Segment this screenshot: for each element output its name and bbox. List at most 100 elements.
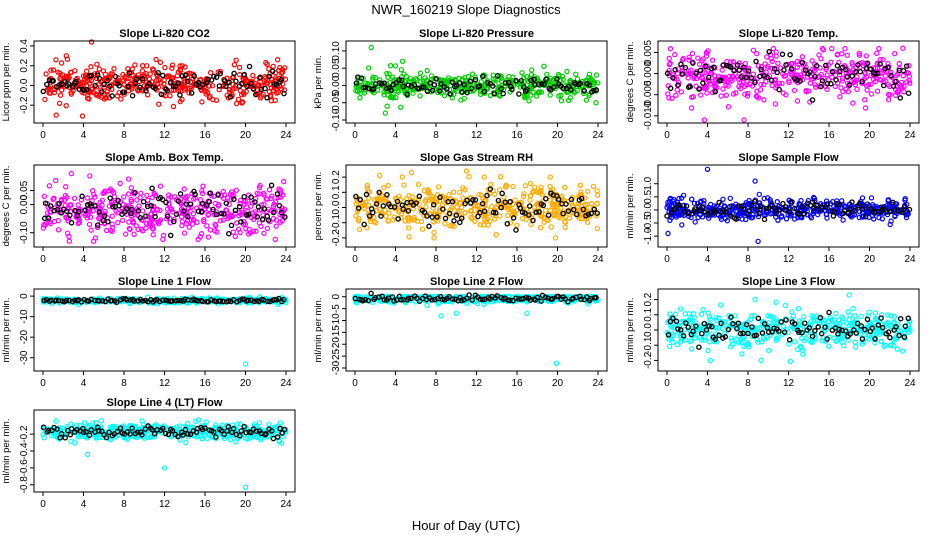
data-point [791,87,798,94]
x-tick-label: 24 [592,254,604,265]
hourly-point [897,95,904,101]
hourly-point [96,209,103,215]
data-point [384,103,390,109]
data-point [102,71,109,78]
hourly-point [250,85,257,92]
data-point [385,92,391,98]
hourly-point [764,74,771,81]
hourly-point [495,197,502,204]
data-point [47,220,54,227]
hourly-point [809,97,816,103]
hourly-point [885,329,892,335]
hourly-point [480,73,486,80]
hourly-point [255,204,262,210]
outlier-point [704,166,711,172]
data-point [181,230,188,236]
data-point [425,187,431,193]
hourly-point [862,214,869,220]
data-point [182,64,188,70]
data-point [876,214,882,221]
data-point [93,91,100,97]
data-point [185,205,192,212]
hourly-point [244,83,250,90]
data-points [40,417,289,490]
data-point [521,191,527,197]
y-tick-label: 0.2 [19,58,30,72]
hourly-point [56,201,62,207]
data-point [699,74,705,81]
data-point [828,59,834,66]
data-point [562,224,568,230]
hourly-point [393,79,400,86]
hourly-point [424,213,430,219]
hourly-point [758,203,764,210]
data-point [673,92,679,99]
x-tick-label: 20 [864,130,876,141]
data-point [217,68,223,75]
hourly-point [774,69,780,76]
outlier-point [846,292,853,298]
data-point [422,198,428,205]
data-point [544,71,550,78]
data-point [221,192,227,198]
data-point [267,92,274,98]
hourly-point [487,186,494,192]
data-point [454,204,460,210]
y-tick-label: -1.0 [643,227,654,245]
y-tick-label: 0.0 [643,323,654,337]
data-point [237,197,244,204]
data-point [353,213,359,219]
data-point [667,196,673,202]
hourly-point [388,87,394,94]
hourly-point [581,88,588,94]
data-point [769,82,775,89]
data-point [489,203,495,210]
y-tick-label: -0.10 [19,221,30,244]
hourly-point [490,209,497,216]
hourly-point [107,195,113,201]
data-point [240,89,247,96]
data-point [537,224,544,231]
data-point [53,57,59,63]
hourly-point [678,61,684,68]
data-point [833,310,839,317]
hourly-point [823,62,829,69]
data-point [157,59,164,66]
data-point [754,94,760,100]
data-point [151,204,157,210]
data-point [538,89,545,95]
data-point [57,75,63,82]
data-point [896,65,903,72]
data-point [775,60,781,67]
data-point [363,199,369,205]
hourly-point [855,62,861,68]
x-tick-label: 0 [352,378,358,389]
data-point [557,215,564,221]
hourly-point [421,209,428,215]
data-point [460,185,466,191]
hourly-point [376,189,382,196]
data-point [801,314,807,320]
data-point [383,213,389,219]
y-tick-label: -0.1 [331,214,342,232]
hourly-point [852,207,858,214]
x-tick-label: 24 [592,130,604,141]
hourly-point [467,78,474,84]
data-point [590,183,597,190]
data-point [745,90,751,97]
hourly-point [830,213,837,219]
hourly-point [112,73,119,80]
hourly-point [484,80,491,86]
data-point [129,216,135,223]
data-point [91,191,97,198]
data-point [131,231,137,237]
hourly-point [776,206,782,213]
data-point [847,68,854,75]
hourly-point [456,80,463,86]
hourly-point [870,209,876,215]
data-point [236,210,243,216]
hourly-point [185,213,191,220]
outlier-point [758,357,764,364]
data-point [194,219,200,225]
data-point [477,221,484,228]
